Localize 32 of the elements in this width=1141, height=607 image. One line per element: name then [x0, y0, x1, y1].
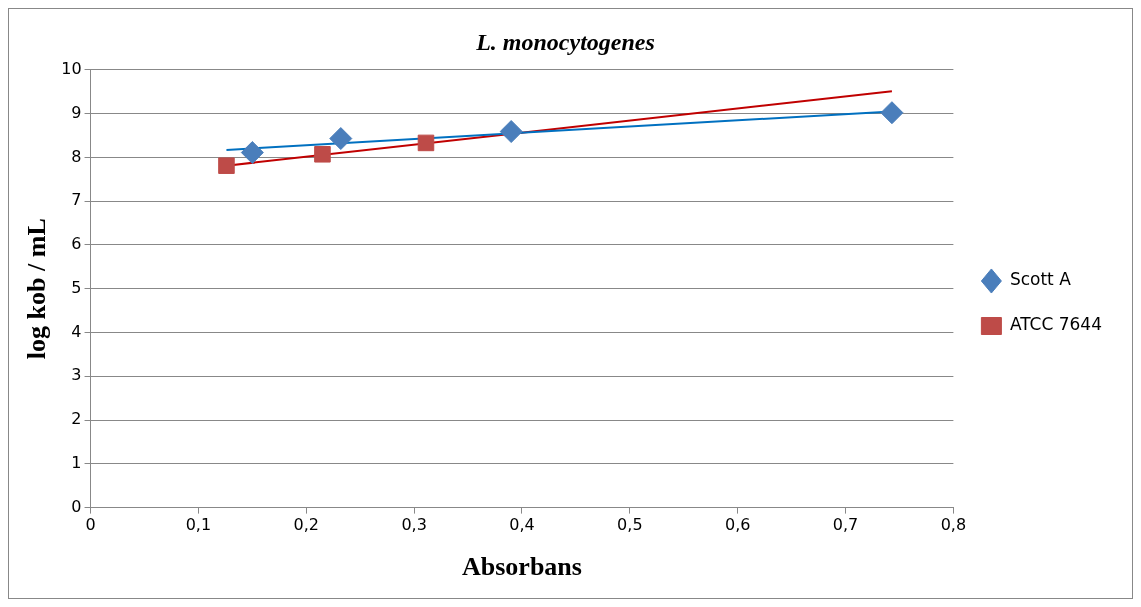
legend-label: Scott A: [1009, 269, 1072, 290]
x-tick-label: 0: [85, 515, 96, 535]
point: [218, 157, 235, 174]
point: [329, 127, 353, 151]
y-tick-label: 6: [71, 234, 82, 254]
point: [240, 141, 264, 165]
y-tick-label: 10: [61, 58, 82, 78]
y-tick-label: 3: [71, 365, 82, 385]
y-axis-title: log kob / mL: [22, 218, 52, 360]
point: [314, 146, 331, 163]
y-tick-label: 9: [71, 102, 82, 122]
x-tick-label: 0,5: [617, 515, 643, 535]
point: [880, 101, 904, 125]
x-tick-label: 0,3: [401, 515, 427, 535]
y-tick-label: 2: [71, 409, 82, 429]
x-tick-label: 0,2: [293, 515, 319, 535]
chart-title: L. monocytogenes: [475, 28, 655, 55]
y-tick-label: 5: [71, 277, 82, 297]
x-tick-label: 0,8: [940, 515, 967, 535]
y-tick-label: 7: [71, 190, 82, 210]
x-tick-label: 0,4: [509, 515, 535, 535]
x-tick-label: 0,7: [832, 515, 859, 535]
point: [499, 120, 523, 144]
point: [417, 134, 435, 152]
legend-label: ATCC 7644: [1009, 314, 1102, 335]
x-tick-label: 0,6: [724, 515, 751, 535]
x-axis-title: Absorbans: [462, 552, 582, 582]
y-tick-label: 4: [71, 321, 82, 341]
y-tick-label: 8: [71, 146, 82, 166]
x-tick-label: 0,1: [185, 515, 212, 535]
y-tick-label: 0: [71, 496, 82, 516]
y-tick-label: 1: [71, 452, 82, 472]
